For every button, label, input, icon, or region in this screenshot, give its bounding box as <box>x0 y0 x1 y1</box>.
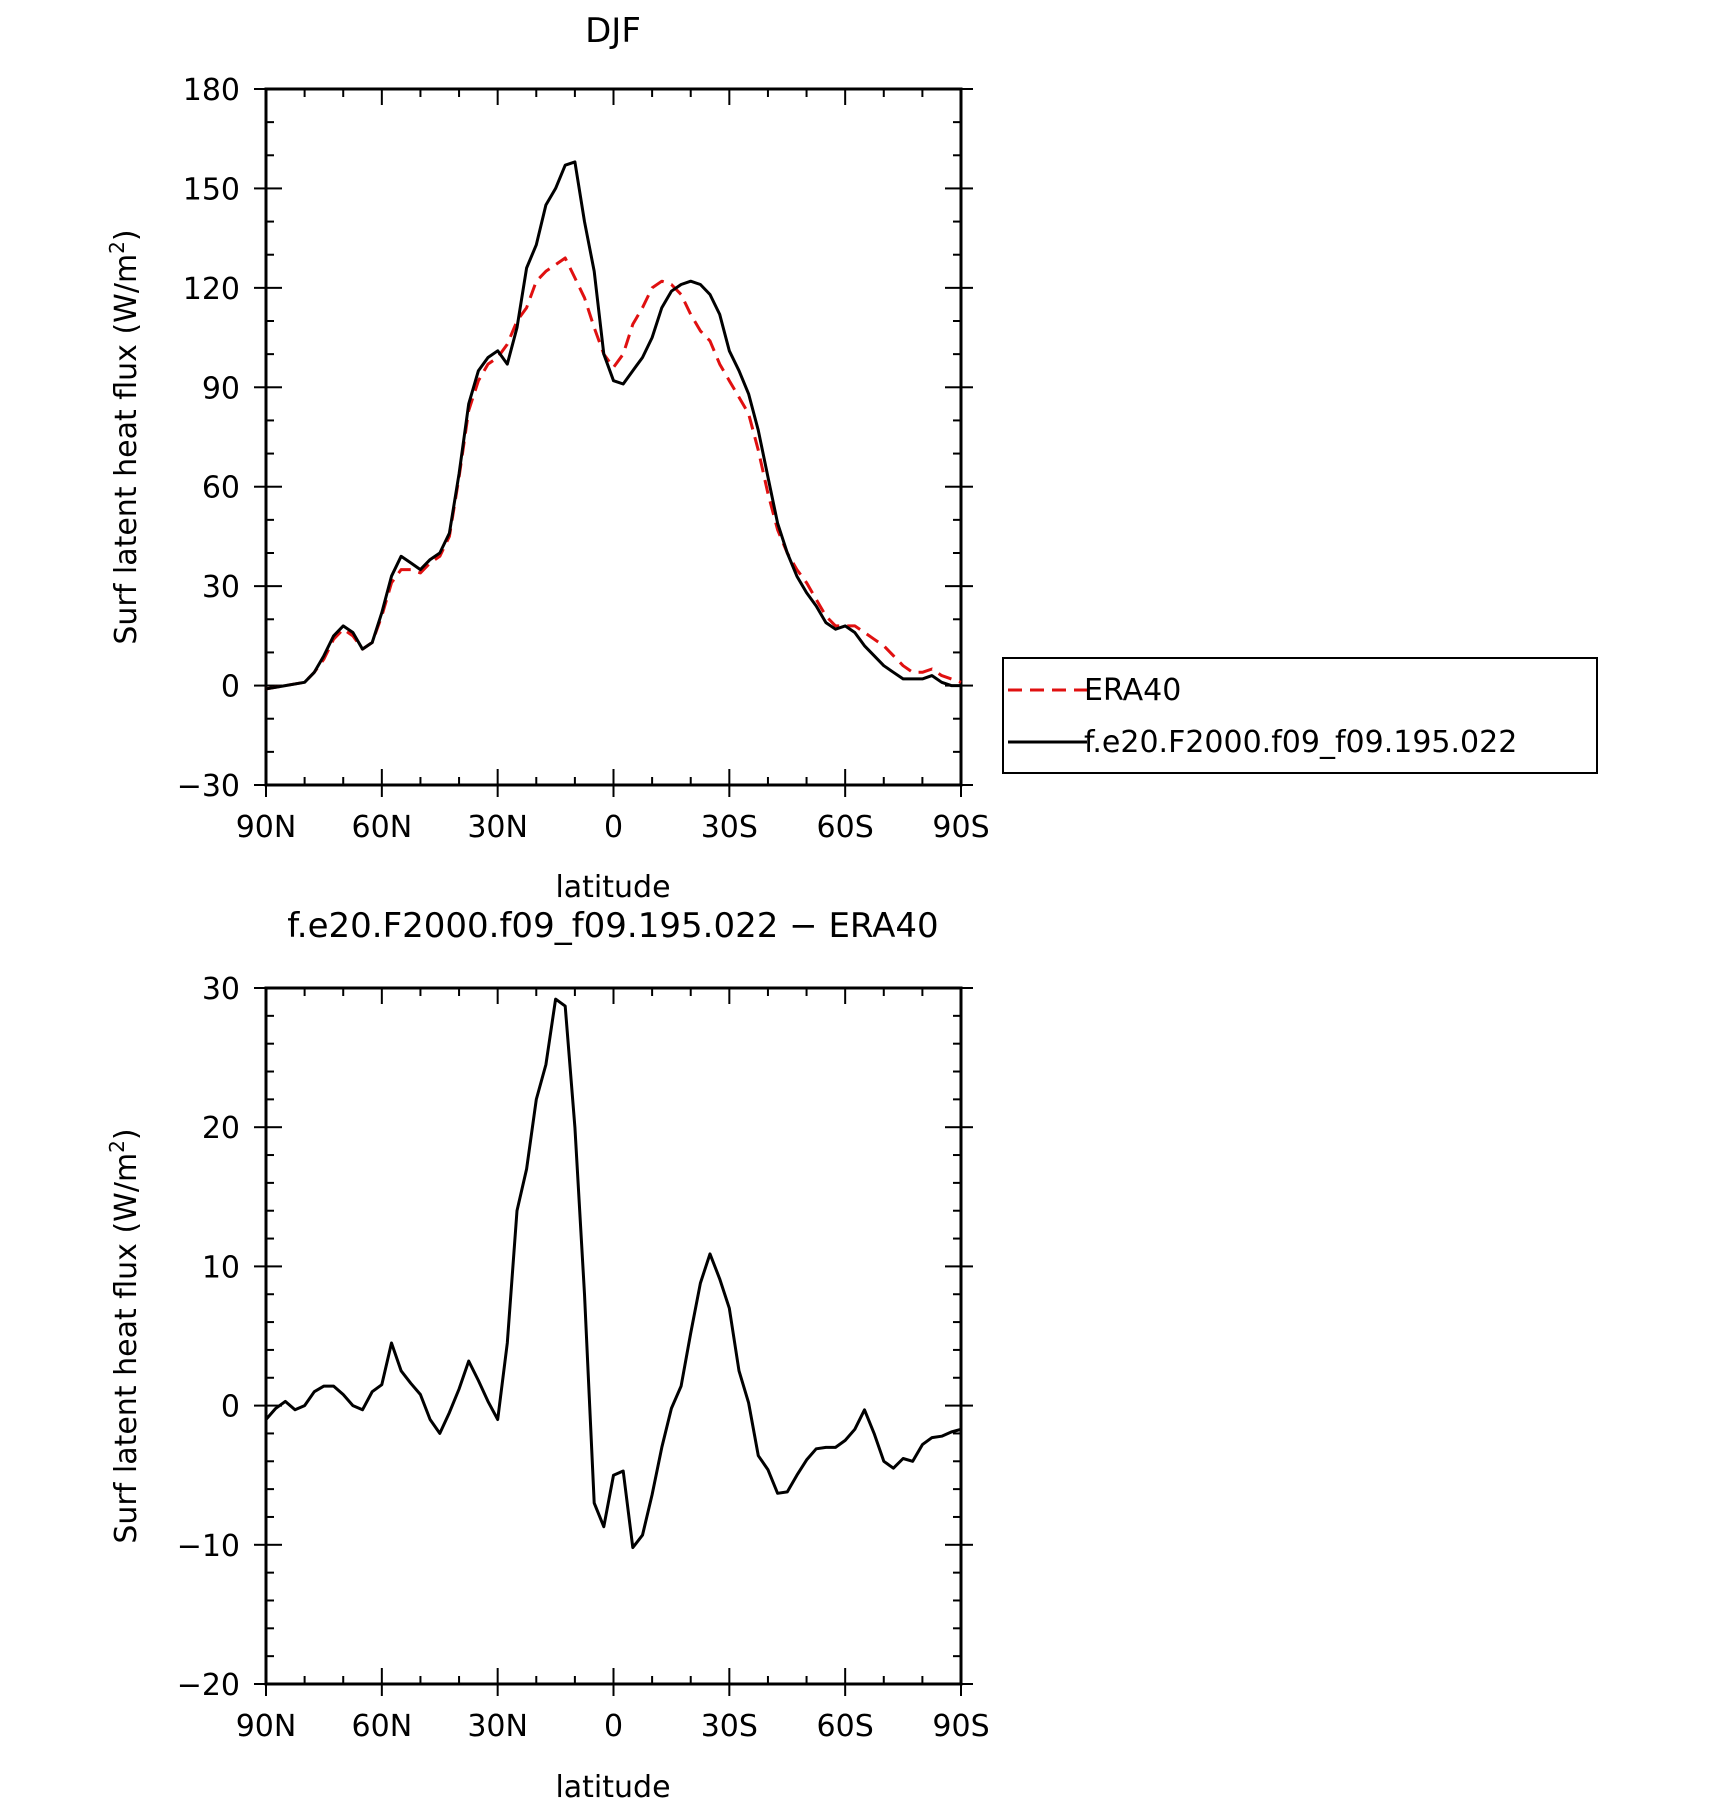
top-x-tick-label: 90S <box>932 810 989 845</box>
bottom-y-tick-label: 30 <box>202 972 240 1007</box>
top-axis-ticks <box>254 88 973 797</box>
top-y-tick-label: 60 <box>202 471 240 506</box>
top-x-tick-label: 90N <box>236 810 297 845</box>
top-y-axis-label: Surf latent heat flux (W/m2) <box>105 229 144 644</box>
legend-label-era40: ERA40 <box>1084 673 1181 708</box>
top-y-tick-labels: −30 0 30 60 90 120 150 180 <box>177 73 240 804</box>
bottom-y-tick-label: 10 <box>202 1250 240 1285</box>
top-x-tick-label: 60N <box>352 810 413 845</box>
top-y-tick-label: 0 <box>221 670 240 705</box>
bottom-x-tick-label: 0 <box>604 1709 623 1744</box>
top-y-tick-label: 90 <box>202 371 240 406</box>
legend: ERA40 f.e20.F2000.f09_f09.195.022 <box>1002 657 1598 774</box>
top-y-tick-label: 30 <box>202 570 240 605</box>
bottom-y-axis-label-main: Surf latent heat flux (W/m <box>109 1153 144 1544</box>
bottom-plot-border <box>264 986 963 1686</box>
bottom-axis-ticks <box>254 987 973 1696</box>
bottom-y-tick-label: −10 <box>177 1529 240 1564</box>
top-x-tick-labels: 90N 60N 30N 0 30S 60S 90S <box>236 810 990 845</box>
bottom-x-axis-label: latitude <box>555 1770 670 1805</box>
top-y-axis-label-sup: 2 <box>105 241 129 254</box>
bottom-y-tick-label: 0 <box>221 1390 240 1425</box>
bottom-x-tick-label: 60S <box>817 1709 874 1744</box>
bottom-y-tick-label: 20 <box>202 1111 240 1146</box>
top-x-tick-label: 30S <box>701 810 758 845</box>
top-y-axis-label-main: Surf latent heat flux (W/m <box>109 254 144 645</box>
top-y-tick-label: 180 <box>183 73 240 108</box>
bottom-x-tick-label: 30S <box>701 1709 758 1744</box>
top-y-tick-label: 120 <box>183 272 240 307</box>
top-series-layer <box>265 160 962 691</box>
top-series-line-model <box>265 160 961 691</box>
bottom-y-tick-labels: −20 −10 0 10 20 30 <box>177 972 240 1703</box>
bottom-chart-title: f.e20.F2000.f09_f09.195.022 − ERA40 <box>287 906 938 946</box>
bottom-x-tick-label: 30N <box>467 1709 528 1744</box>
top-y-tick-label: 150 <box>183 172 240 207</box>
bottom-series-line-difference <box>264 997 962 1550</box>
top-panel: DJF 90N 60N 30N 0 30S 60S 90S −30 0 30 60 90 120 150… <box>105 11 990 905</box>
top-plot-frame <box>254 87 973 797</box>
bottom-x-tick-label: 90S <box>932 1709 989 1744</box>
top-x-tick-label: 60S <box>817 810 874 845</box>
top-x-tick-label: 0 <box>604 810 623 845</box>
top-plot-border <box>264 87 963 787</box>
bottom-y-axis-label: Surf latent heat flux (W/m2) <box>105 1128 144 1543</box>
top-y-axis-label-close: ) <box>109 229 144 241</box>
bottom-x-tick-labels: 90N 60N 30N 0 30S 60S 90S <box>236 1709 990 1744</box>
bottom-y-tick-label: −20 <box>177 1668 240 1703</box>
top-x-axis-label: latitude <box>555 870 670 905</box>
top-series-line-era40 <box>265 256 962 691</box>
legend-box <box>1002 657 1598 774</box>
bottom-panel: f.e20.F2000.f09_f09.195.022 − ERA40 90N 6… <box>105 906 990 1805</box>
bottom-y-axis-label-sup: 2 <box>105 1140 129 1153</box>
bottom-x-tick-label: 60N <box>352 1709 413 1744</box>
top-chart-title: DJF <box>585 11 641 51</box>
legend-label-model: f.e20.F2000.f09_f09.195.022 <box>1084 725 1517 760</box>
bottom-y-axis-label-close: ) <box>109 1128 144 1140</box>
top-x-tick-label: 30N <box>467 810 528 845</box>
bottom-x-tick-label: 90N <box>236 1709 297 1744</box>
bottom-series-layer <box>264 997 962 1550</box>
bottom-plot-frame <box>254 986 973 1696</box>
top-y-tick-label: −30 <box>177 769 240 804</box>
